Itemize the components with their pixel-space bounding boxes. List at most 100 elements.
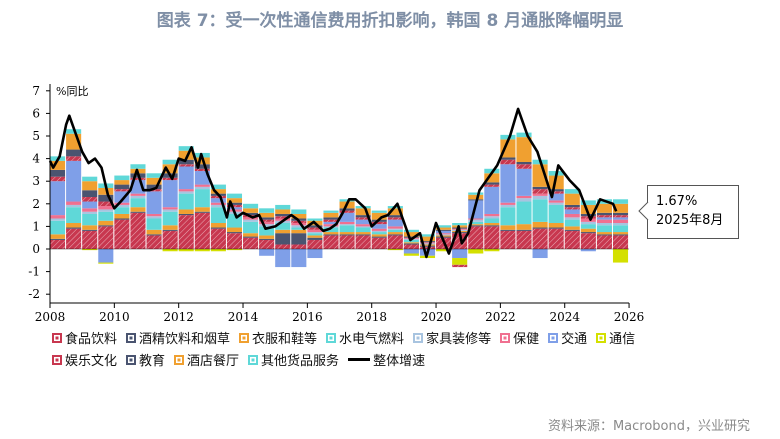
bar-segment-6 (210, 198, 226, 203)
bar-segment-2 (210, 223, 226, 228)
bar-segment-9 (339, 208, 355, 211)
bar-segment-11 (468, 192, 484, 195)
bar-hatch (355, 235, 371, 249)
bar-segment-11 (371, 210, 387, 213)
x-tick-label: 2012 (163, 310, 194, 324)
bar-segment-5 (146, 213, 162, 217)
bar-segment-5 (371, 228, 387, 231)
bar-segment-9 (243, 212, 259, 216)
bar-segment-4 (162, 209, 178, 212)
bar-segment-10 (387, 208, 403, 216)
bar-segment-2 (162, 225, 178, 230)
bar-segment-2 (339, 232, 355, 235)
bar-segment-4 (516, 198, 532, 202)
bar-segment-1 (387, 234, 403, 236)
bar-hatch (484, 184, 500, 187)
bar-segment-6 (162, 180, 178, 208)
bar-segment-1 (532, 227, 548, 229)
bar-segment-4 (468, 219, 484, 222)
bar-hatch (548, 191, 564, 194)
bar-segment-9 (259, 217, 275, 220)
bar-segment-3 (387, 229, 403, 233)
legend-label: 食品饮料 (65, 332, 118, 347)
bar-segment-3 (580, 224, 596, 229)
bar-hatch (307, 239, 323, 249)
bar-segment-11 (564, 189, 580, 194)
legend-item: 其他货品服务 (248, 350, 339, 369)
bar-segment-3 (210, 207, 226, 224)
bar-segment-10 (468, 194, 484, 200)
bar-segment-3 (468, 221, 484, 225)
bar-segment-7 (484, 249, 500, 252)
bar-segment-1 (403, 243, 419, 245)
bar-segment-6 (387, 219, 403, 227)
bar-segment-2 (243, 233, 259, 237)
bar-segment-4 (243, 219, 259, 222)
bar-segment-1 (66, 227, 82, 229)
bar-hatch (532, 228, 548, 249)
bar-segment-1 (436, 236, 452, 238)
bar-segment-3 (500, 207, 516, 226)
bar-segment-9 (50, 169, 66, 177)
bar-hatch (226, 204, 243, 208)
bar-segment-1 (194, 211, 210, 213)
legend-row-1: 食品饮料 酒精饮料和烟草 衣服和鞋等 水电气燃料 家具装修等 保健 交通 通信 (52, 328, 635, 347)
bar-segment-7 (178, 249, 194, 252)
source-note: 资料来源：Macrobond，兴业研究 (547, 419, 750, 434)
legend-item: 衣服和鞋等 (239, 328, 317, 347)
bar-segment-2 (500, 225, 516, 230)
bar-segment-2 (548, 223, 564, 228)
bar-layer (50, 129, 629, 268)
bar-segment-4 (387, 228, 403, 230)
bar-segment-11 (82, 176, 98, 182)
bar-segment-4 (178, 191, 194, 194)
bar-segment-5 (50, 215, 66, 219)
bar-segment-11 (516, 132, 532, 138)
bar-hatch (403, 244, 419, 249)
bar-segment-11 (114, 175, 130, 181)
bar-segment-3 (275, 223, 291, 230)
bar-hatch (419, 246, 436, 249)
y-tick-label: -1 (28, 265, 40, 279)
bar-segment-3 (516, 201, 532, 225)
bar-segment-1 (162, 229, 178, 231)
bar-hatch (275, 244, 291, 249)
bar-segment-6 (452, 249, 468, 259)
bar-segment-2 (307, 235, 323, 238)
y-tick-label: 5 (32, 129, 40, 143)
bar-hatch (66, 156, 82, 161)
bar-segment-9 (82, 190, 98, 198)
bar-segment-10 (114, 180, 130, 185)
bar-segment-1 (596, 234, 612, 236)
bar-segment-11 (323, 210, 339, 213)
bar-segment-3 (323, 227, 339, 233)
x-tick-label: 2008 (35, 310, 66, 324)
bar-segment-1 (259, 238, 275, 240)
bar-segment-2 (194, 207, 210, 212)
bar-segment-3 (146, 218, 162, 230)
bar-segment-5 (612, 219, 629, 224)
bar-segment-6 (612, 217, 629, 220)
bar-hatch (468, 226, 484, 249)
bar-segment-1 (516, 229, 532, 231)
bar-hatch (339, 210, 355, 213)
bar-segment-2 (130, 207, 146, 212)
bar-hatch (130, 212, 146, 249)
legend-swatch (52, 332, 62, 343)
bar-segment-2 (146, 229, 162, 235)
bar-segment-4 (419, 243, 436, 245)
bar-segment-9 (596, 212, 612, 216)
bar-segment-1 (484, 225, 500, 227)
bar-segment-5 (259, 221, 275, 225)
bar-segment-6 (146, 191, 162, 214)
bar-segment-10 (371, 212, 387, 220)
bar-segment-4 (500, 204, 516, 208)
bar-segment-6 (548, 193, 564, 201)
bar-hatch (114, 189, 130, 192)
bar-segment-11 (275, 204, 291, 210)
bar-segment-3 (564, 219, 580, 227)
bar-segment-2 (580, 228, 596, 233)
legend-item: 水电气燃料 (326, 328, 404, 347)
bar-segment-5 (564, 213, 580, 218)
bar-hatch (82, 197, 98, 202)
